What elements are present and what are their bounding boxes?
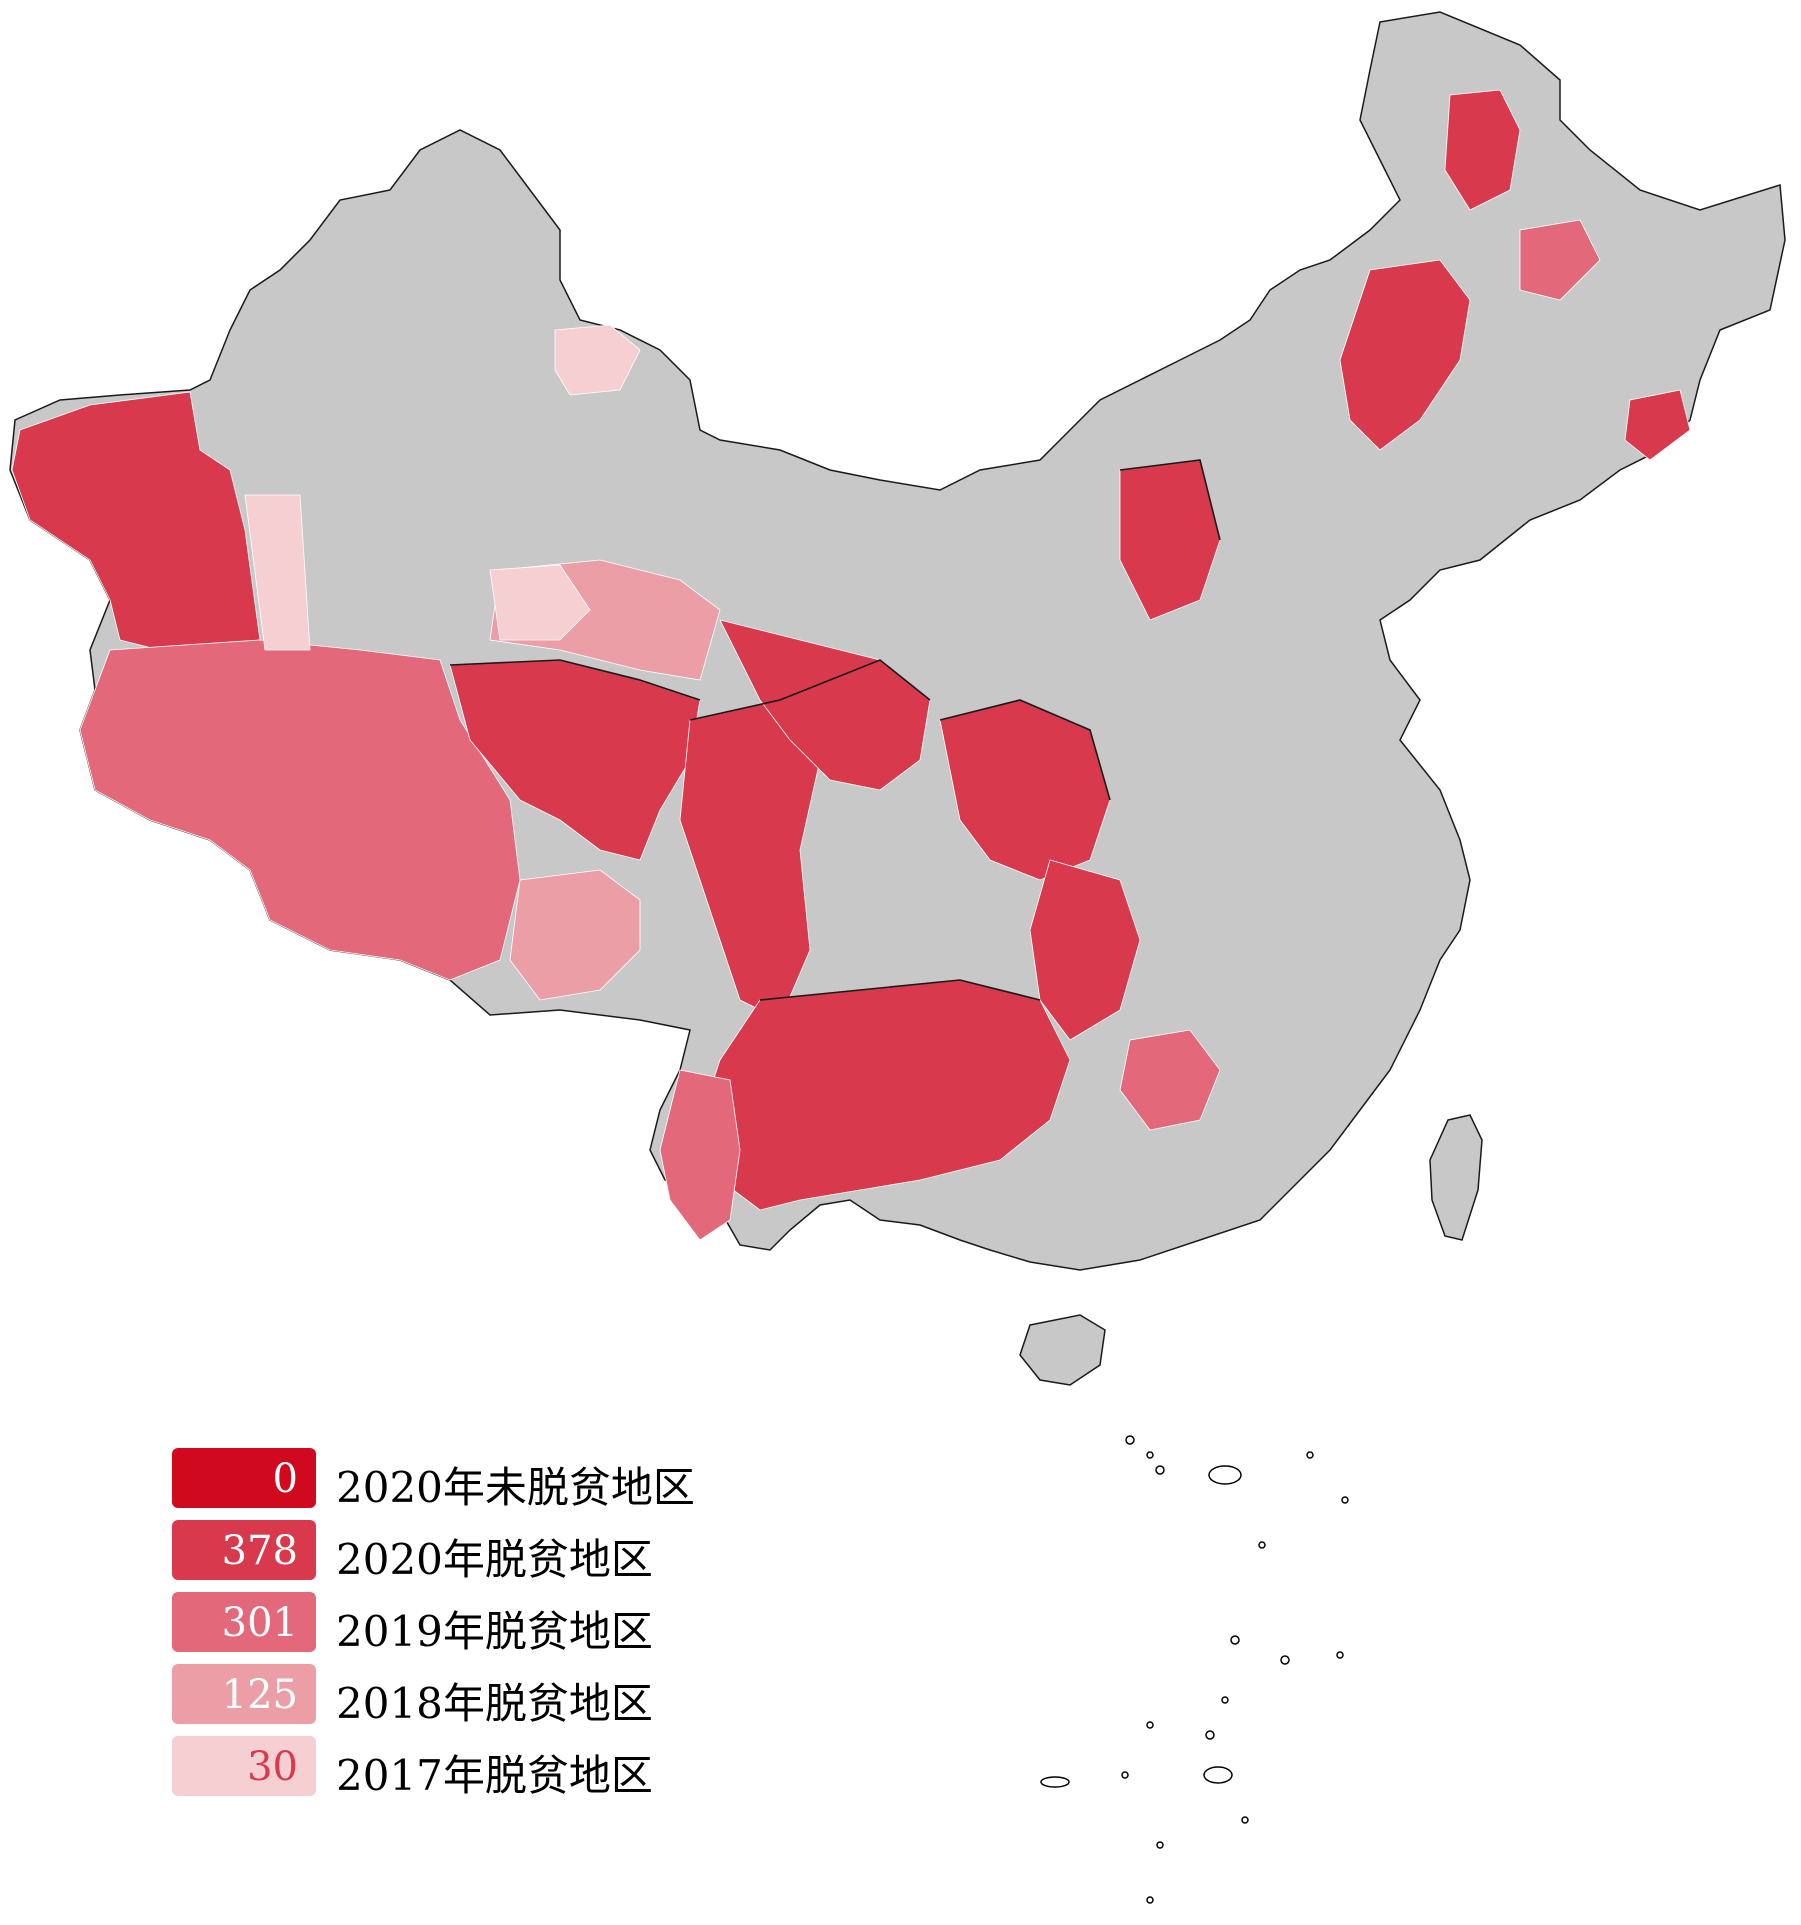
island-dot — [1208, 1465, 1242, 1485]
legend-label: 2018年脱贫地区 — [336, 1679, 653, 1728]
region-liaoning-east — [1624, 389, 1691, 461]
legend-count: 125 — [221, 1672, 298, 1718]
island-dot — [1230, 1635, 1240, 1645]
region-gansu — [719, 619, 931, 791]
legend-count: 0 — [272, 1456, 298, 1502]
island-dot — [1156, 1841, 1164, 1849]
legend-label: 2020年脱贫地区 — [336, 1535, 653, 1584]
island-dot — [1241, 1816, 1249, 1824]
region-hunan-south — [1119, 1029, 1221, 1131]
island-dot — [1121, 1771, 1129, 1779]
legend-swatch: 30 — [172, 1736, 316, 1796]
island-dot — [1341, 1496, 1349, 1504]
island-dot — [1125, 1435, 1135, 1445]
taiwan-shape — [1429, 1114, 1483, 1241]
island-dot — [1040, 1776, 1070, 1788]
province-border — [939, 699, 1111, 801]
legend-count: 301 — [221, 1600, 298, 1646]
region-tibet-west — [79, 639, 521, 981]
legend-swatch: 0 — [172, 1448, 316, 1508]
island-dot — [1205, 1730, 1215, 1740]
province-border — [689, 659, 931, 721]
legend-swatch: 301 — [172, 1592, 316, 1652]
island-dot — [1221, 1696, 1229, 1704]
legend-count: 30 — [247, 1744, 298, 1790]
legend-swatch: 378 — [172, 1520, 316, 1580]
island-dot — [1258, 1541, 1266, 1549]
island-dot — [1306, 1451, 1314, 1459]
hainan-shape — [1019, 1314, 1106, 1386]
legend-label: 2019年脱贫地区 — [336, 1607, 653, 1656]
legend-swatch: 125 — [172, 1664, 316, 1724]
island-dot — [1203, 1766, 1233, 1784]
legend-count: 378 — [221, 1528, 298, 1574]
island-dot — [1146, 1451, 1154, 1459]
island-dot — [1146, 1721, 1154, 1729]
region-xinjiang-north — [554, 324, 641, 396]
province-border — [759, 979, 1041, 1001]
province-border — [1119, 459, 1221, 541]
province-border — [449, 659, 701, 701]
region-heilongjiang-north — [1444, 89, 1521, 211]
island-dot — [1336, 1651, 1344, 1659]
legend-label: 2017年脱贫地区 — [336, 1751, 653, 1800]
island-dot — [1146, 1896, 1154, 1904]
island-dot — [1280, 1655, 1290, 1665]
region-jilin — [1519, 219, 1601, 301]
region-inner-mongolia-east — [1339, 259, 1471, 451]
region-tibet-east — [509, 869, 641, 1001]
island-dot — [1155, 1465, 1165, 1475]
region-xinjiang-band — [244, 494, 311, 651]
legend-label: 2020年未脱贫地区 — [336, 1463, 695, 1512]
region-qinghai-northwest — [489, 564, 591, 641]
region-yunnan-south — [659, 1069, 741, 1241]
region-hubei-hunan — [1029, 859, 1141, 1041]
